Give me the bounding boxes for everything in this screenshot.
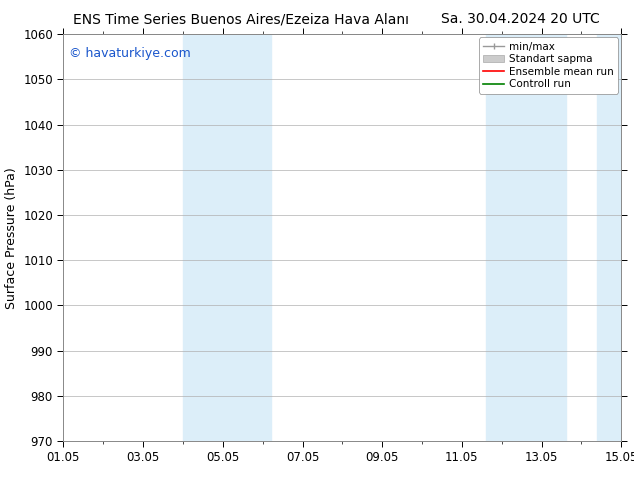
Y-axis label: Surface Pressure (hPa): Surface Pressure (hPa)	[4, 167, 18, 309]
Bar	[597, 34, 621, 441]
Text: Sa. 30.04.2024 20 UTC: Sa. 30.04.2024 20 UTC	[441, 12, 599, 26]
Bar	[183, 34, 271, 441]
Bar	[486, 34, 566, 441]
Text: © havaturkiye.com: © havaturkiye.com	[69, 47, 191, 59]
Legend: min/max, Standart sapma, Ensemble mean run, Controll run: min/max, Standart sapma, Ensemble mean r…	[479, 37, 618, 94]
Text: ENS Time Series Buenos Aires/Ezeiza Hava Alanı: ENS Time Series Buenos Aires/Ezeiza Hava…	[73, 12, 409, 26]
